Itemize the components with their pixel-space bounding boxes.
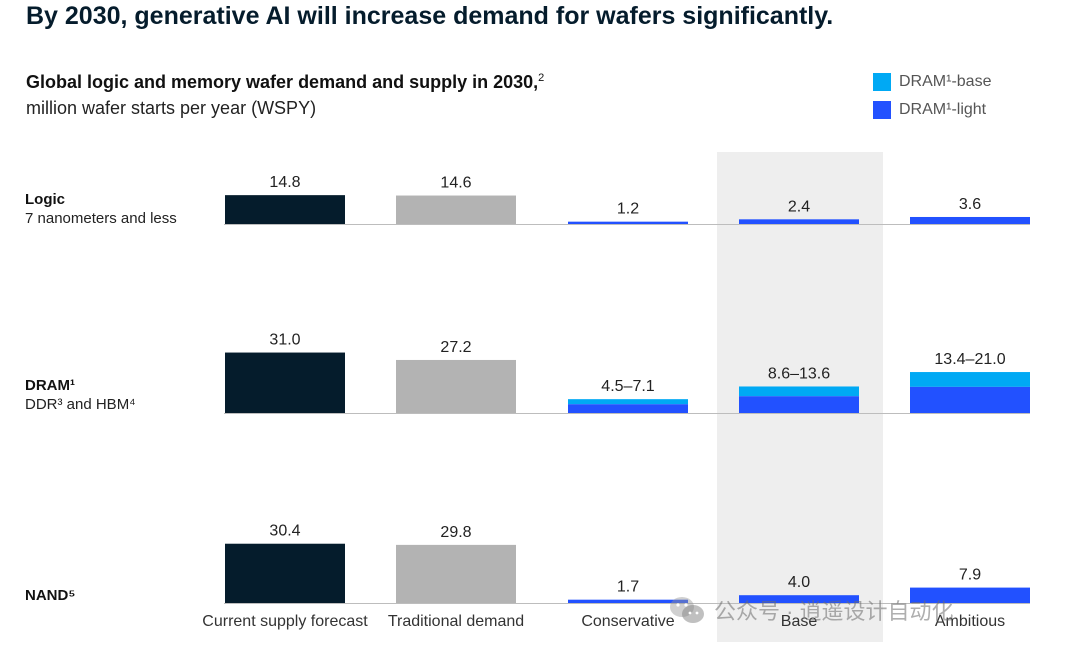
value-label-logic-ambitious: 3.6 bbox=[959, 196, 981, 213]
legend-label-dram-base: DRAM¹-base bbox=[899, 73, 992, 90]
bar-nand-current-supply-forecast bbox=[225, 543, 345, 603]
value-label-logic-conservative: 1.2 bbox=[617, 201, 639, 218]
row-subtitle-dram: DDR³ and HBM⁴ bbox=[25, 396, 136, 413]
value-label-dram-conservative: 4.5–7.1 bbox=[601, 378, 654, 395]
row-title-dram: DRAM¹ bbox=[25, 377, 75, 394]
bar-logic-conservative bbox=[568, 221, 688, 224]
bar-dram-base-base bbox=[739, 386, 859, 397]
bar-dram-conservative-base bbox=[568, 399, 688, 405]
row-title-nand: NAND⁵ bbox=[25, 587, 76, 604]
value-label-dram-ambitious: 13.4–21.0 bbox=[934, 351, 1005, 368]
row-label-dram: DRAM¹ DDR³ and HBM⁴ bbox=[25, 377, 136, 413]
value-label-nand-traditional-demand: 29.8 bbox=[440, 524, 471, 541]
category-label-current-supply-forecast: Current supply forecast bbox=[202, 613, 368, 630]
bar-dram-current-supply-forecast bbox=[225, 352, 345, 413]
wechat-icon bbox=[670, 597, 704, 623]
watermark: 公众号 · 逍遥设计自动化 bbox=[668, 594, 954, 626]
bar-dram-ambitious-base bbox=[910, 372, 1030, 387]
value-label-nand-current-supply-forecast: 30.4 bbox=[269, 523, 300, 540]
watermark-text: 公众号 · 逍遥设计自动化 bbox=[714, 599, 954, 624]
category-label-traditional-demand: Traditional demand bbox=[388, 613, 524, 630]
value-label-logic-base: 2.4 bbox=[788, 198, 810, 215]
legend-item-dram-base: DRAM¹-base bbox=[873, 72, 991, 92]
bar-nand-conservative bbox=[568, 599, 688, 603]
bar-dram-base-light bbox=[739, 396, 859, 413]
legend-item-dram-light: DRAM¹-light bbox=[873, 100, 986, 120]
row-label-nand: NAND⁵ bbox=[25, 587, 75, 604]
legend-swatch-dram-light bbox=[873, 101, 891, 119]
value-label-dram-base: 8.6–13.6 bbox=[768, 365, 830, 382]
chart-subtitle: Global logic and memory wafer demand and… bbox=[26, 72, 544, 93]
row-subtitle-logic: 7 nanometers and less bbox=[25, 210, 177, 227]
footnote-marker: 2 bbox=[538, 72, 545, 84]
bar-dram-traditional-demand bbox=[396, 359, 516, 413]
bar-nand-base bbox=[739, 595, 859, 603]
category-label-ambitious: Ambitious bbox=[935, 613, 1005, 630]
row-title-logic: Logic bbox=[25, 191, 65, 208]
value-label-logic-traditional-demand: 14.6 bbox=[440, 175, 471, 192]
bar-dram-conservative-light bbox=[568, 404, 688, 413]
legend-swatch-dram-base bbox=[873, 73, 891, 91]
bar-logic-ambitious bbox=[910, 216, 1030, 224]
bar-logic-current-supply-forecast bbox=[225, 195, 345, 224]
bar-nand-ambitious bbox=[910, 587, 1030, 603]
value-label-dram-current-supply-forecast: 31.0 bbox=[269, 332, 300, 349]
category-label-conservative: Conservative bbox=[581, 613, 674, 630]
bar-dram-ambitious-light bbox=[910, 386, 1030, 413]
value-label-nand-ambitious: 7.9 bbox=[959, 567, 981, 584]
value-label-dram-traditional-demand: 27.2 bbox=[440, 339, 471, 356]
chart-units: million wafer starts per year (WSPY) bbox=[26, 98, 317, 118]
bar-logic-base bbox=[739, 219, 859, 224]
value-label-nand-conservative: 1.7 bbox=[617, 579, 639, 596]
value-label-logic-current-supply-forecast: 14.8 bbox=[269, 174, 300, 191]
bar-nand-traditional-demand bbox=[396, 544, 516, 603]
legend-label-dram-light: DRAM¹-light bbox=[899, 101, 987, 118]
category-label-base: Base bbox=[781, 613, 818, 630]
headline: By 2030, generative AI will increase dem… bbox=[26, 2, 834, 30]
row-label-logic: Logic 7 nanometers and less bbox=[25, 191, 177, 227]
chart-subtitle-text: Global logic and memory wafer demand and… bbox=[26, 72, 539, 92]
bar-logic-traditional-demand bbox=[396, 195, 516, 224]
value-label-nand-base: 4.0 bbox=[788, 574, 810, 591]
